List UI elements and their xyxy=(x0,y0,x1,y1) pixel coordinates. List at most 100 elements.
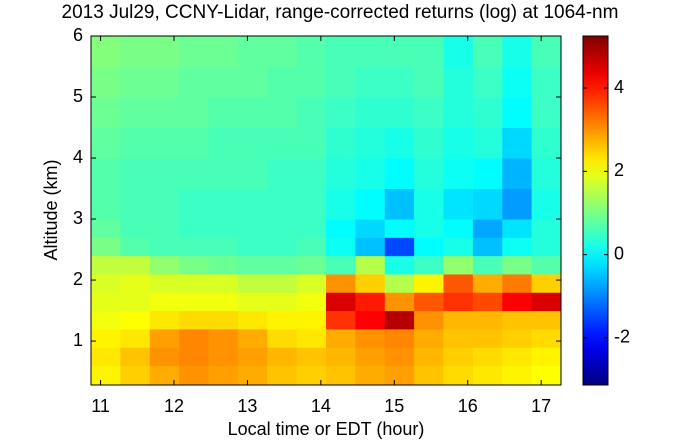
heat-cell xyxy=(267,237,298,257)
heat-cell xyxy=(267,347,298,366)
heat-cell xyxy=(384,219,415,238)
heat-cell xyxy=(267,310,298,330)
heat-cell xyxy=(326,273,356,293)
heat-cell xyxy=(179,328,209,348)
heat-cell xyxy=(267,365,298,386)
heat-cell xyxy=(326,188,356,220)
heat-cell xyxy=(296,273,327,293)
heat-cell xyxy=(296,188,327,220)
heat-cell xyxy=(179,97,209,129)
heat-cell xyxy=(443,292,474,312)
heat-cell xyxy=(355,328,386,348)
heat-cell xyxy=(443,127,474,159)
heat-cell xyxy=(149,365,180,386)
heat-cell xyxy=(149,255,180,275)
heat-cell xyxy=(414,328,444,348)
heat-cell xyxy=(237,292,268,312)
heat-cell xyxy=(384,158,415,190)
heat-cell xyxy=(472,188,503,220)
y-tick-label: 3 xyxy=(73,208,83,228)
heat-cell xyxy=(384,292,415,312)
heat-cell xyxy=(414,347,444,366)
y-axis-label: Altitude (km) xyxy=(41,159,61,260)
heat-cell xyxy=(296,292,327,312)
heat-cell xyxy=(414,237,444,257)
heat-cell xyxy=(355,237,386,257)
heat-cell xyxy=(91,158,121,190)
x-tick-label: 13 xyxy=(237,396,257,416)
heat-cell xyxy=(296,158,327,190)
x-tick-label: 12 xyxy=(164,396,184,416)
heat-cell xyxy=(326,347,356,366)
heat-cell xyxy=(502,36,533,68)
heat-cell xyxy=(149,66,180,98)
heat-cell xyxy=(414,97,444,129)
heat-cell xyxy=(531,97,562,129)
heat-cell xyxy=(208,127,239,159)
heat-cell xyxy=(296,255,327,275)
heat-cell xyxy=(120,36,151,68)
heat-cell xyxy=(120,127,151,159)
heat-cell xyxy=(414,188,444,220)
heat-cell xyxy=(149,127,180,159)
heat-cell xyxy=(296,365,327,386)
heat-cell xyxy=(237,255,268,275)
colorbar-tick-label: -2 xyxy=(614,327,630,347)
heat-cell xyxy=(208,36,239,68)
heat-cell xyxy=(296,237,327,257)
heat-cell xyxy=(414,310,444,330)
heat-cell xyxy=(384,255,415,275)
heat-cell xyxy=(120,328,151,348)
heat-cell xyxy=(296,310,327,330)
heat-cell xyxy=(326,36,356,68)
heat-cell xyxy=(208,219,239,238)
x-tick-label: 14 xyxy=(311,396,331,416)
heat-cell xyxy=(502,188,533,220)
heat-cell xyxy=(472,255,503,275)
heat-cell xyxy=(443,36,474,68)
heat-cell xyxy=(443,66,474,98)
colorbar xyxy=(582,35,609,386)
heat-cell xyxy=(443,97,474,129)
heat-cell xyxy=(179,66,209,98)
heat-cell xyxy=(414,158,444,190)
heat-cell xyxy=(91,328,121,348)
heat-cell xyxy=(120,310,151,330)
heat-cell xyxy=(472,97,503,129)
heat-cell xyxy=(91,347,121,366)
heat-cell xyxy=(531,310,562,330)
heat-cell xyxy=(120,347,151,366)
colorbar-tick-label: 2 xyxy=(614,160,624,180)
heat-cell xyxy=(179,219,209,238)
heat-cell xyxy=(237,127,268,159)
heat-cell xyxy=(326,365,356,386)
heat-cell xyxy=(443,188,474,220)
heat-cell xyxy=(355,219,386,238)
heat-cell xyxy=(267,188,298,220)
heat-cell xyxy=(208,310,239,330)
heat-cell xyxy=(531,365,562,386)
heat-cell xyxy=(326,66,356,98)
heat-cell xyxy=(208,255,239,275)
heat-cell xyxy=(91,237,121,257)
heat-cell xyxy=(414,273,444,293)
heat-cell xyxy=(179,310,209,330)
heat-cell xyxy=(208,347,239,366)
heat-cell xyxy=(91,127,121,159)
heat-cell xyxy=(502,127,533,159)
heat-cell xyxy=(208,237,239,257)
heat-cell xyxy=(414,292,444,312)
heat-cell xyxy=(326,255,356,275)
heat-cell xyxy=(414,36,444,68)
heat-cell xyxy=(267,255,298,275)
heat-cell xyxy=(355,36,386,68)
heat-cell xyxy=(443,219,474,238)
heat-cell xyxy=(91,188,121,220)
heat-cell xyxy=(296,328,327,348)
heat-cell xyxy=(355,127,386,159)
heat-cell xyxy=(296,36,327,68)
heat-cell xyxy=(443,158,474,190)
heat-cell xyxy=(91,310,121,330)
heat-cell xyxy=(237,188,268,220)
heat-cell xyxy=(267,97,298,129)
